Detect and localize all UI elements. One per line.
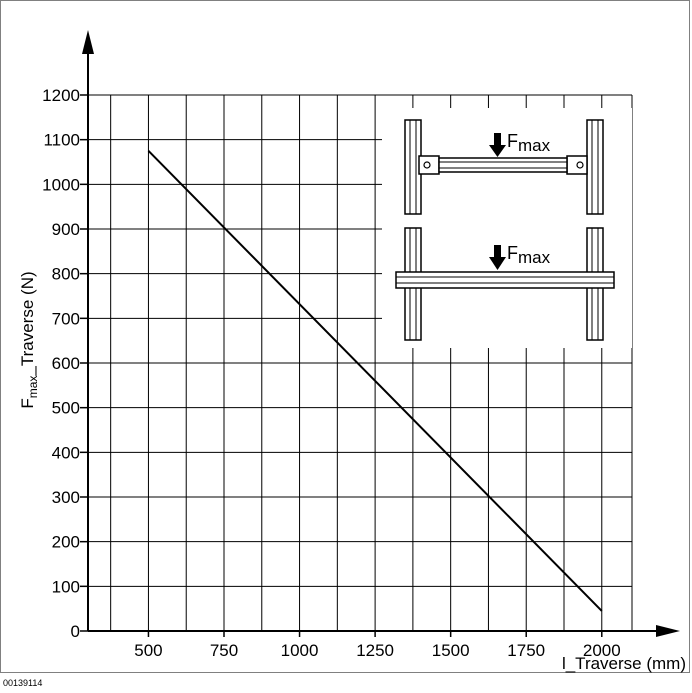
force-arrowhead-top-icon [489, 145, 506, 157]
y-tick-label: 700 [52, 309, 80, 328]
y-tick-label: 1000 [42, 175, 80, 194]
inset-bottom-drawing: Fmax [395, 227, 615, 341]
y-tick-label: 800 [52, 265, 80, 284]
y-tick-label: 300 [52, 488, 80, 507]
x-tick-label: 750 [210, 641, 238, 660]
series-line [147, 150, 603, 612]
inset-label-top-sub: max [518, 136, 551, 155]
y-tick-label: 1200 [42, 86, 80, 105]
y-tick-label: 0 [71, 622, 80, 641]
figure-id: 00139114 [3, 678, 43, 688]
series [147, 150, 603, 612]
tick-labels: 0 100 200 300 400 500 600 700 800 900 1000 1100 1200… [42, 86, 621, 660]
svg-text:Fmax: Fmax [507, 131, 551, 155]
inset-label-top-main: F [507, 131, 518, 151]
force-arrow-top-icon [494, 133, 501, 145]
x-tick-label: 2000 [583, 641, 621, 660]
y-tick-label: 400 [52, 443, 80, 462]
svg-text:Fmax: Fmax [507, 243, 551, 267]
x-tick-label: 1250 [356, 641, 394, 660]
y-axis-title: Fmax_Traverse (N) [18, 271, 40, 408]
y-tick-label: 900 [52, 220, 80, 239]
y-tick-label: 200 [52, 533, 80, 552]
force-arrowhead-bottom-icon [489, 257, 506, 270]
y-axis-title-main: F [18, 398, 37, 408]
figure-frame [0, 0, 690, 673]
y-axis-arrow-icon [82, 30, 94, 54]
inset-label-bottom-sub: max [518, 248, 551, 267]
y-axis-title-rest: _Traverse (N) [18, 271, 37, 376]
force-arrow-bottom-icon [494, 245, 501, 257]
x-tick-label: 1750 [507, 641, 545, 660]
inset-top-drawing: Fmax [404, 119, 604, 215]
y-tick-label: 100 [52, 577, 80, 596]
grid [80, 94, 633, 637]
y-axis-title-sub: max [26, 376, 40, 399]
y-tick-label: 1100 [43, 131, 80, 150]
x-tick-label: 1000 [281, 641, 319, 660]
x-tick-label: 1500 [432, 641, 470, 660]
inset-label-bottom-main: F [507, 243, 518, 263]
x-tick-label: 500 [134, 641, 162, 660]
inset-diagram: Fmax Fmax [382, 108, 632, 348]
x-axis-title: l_Traverse (mm) [562, 654, 686, 673]
y-tick-label: 500 [52, 399, 80, 418]
x-axis-arrow-icon [656, 625, 680, 637]
y-tick-label: 600 [52, 354, 80, 373]
